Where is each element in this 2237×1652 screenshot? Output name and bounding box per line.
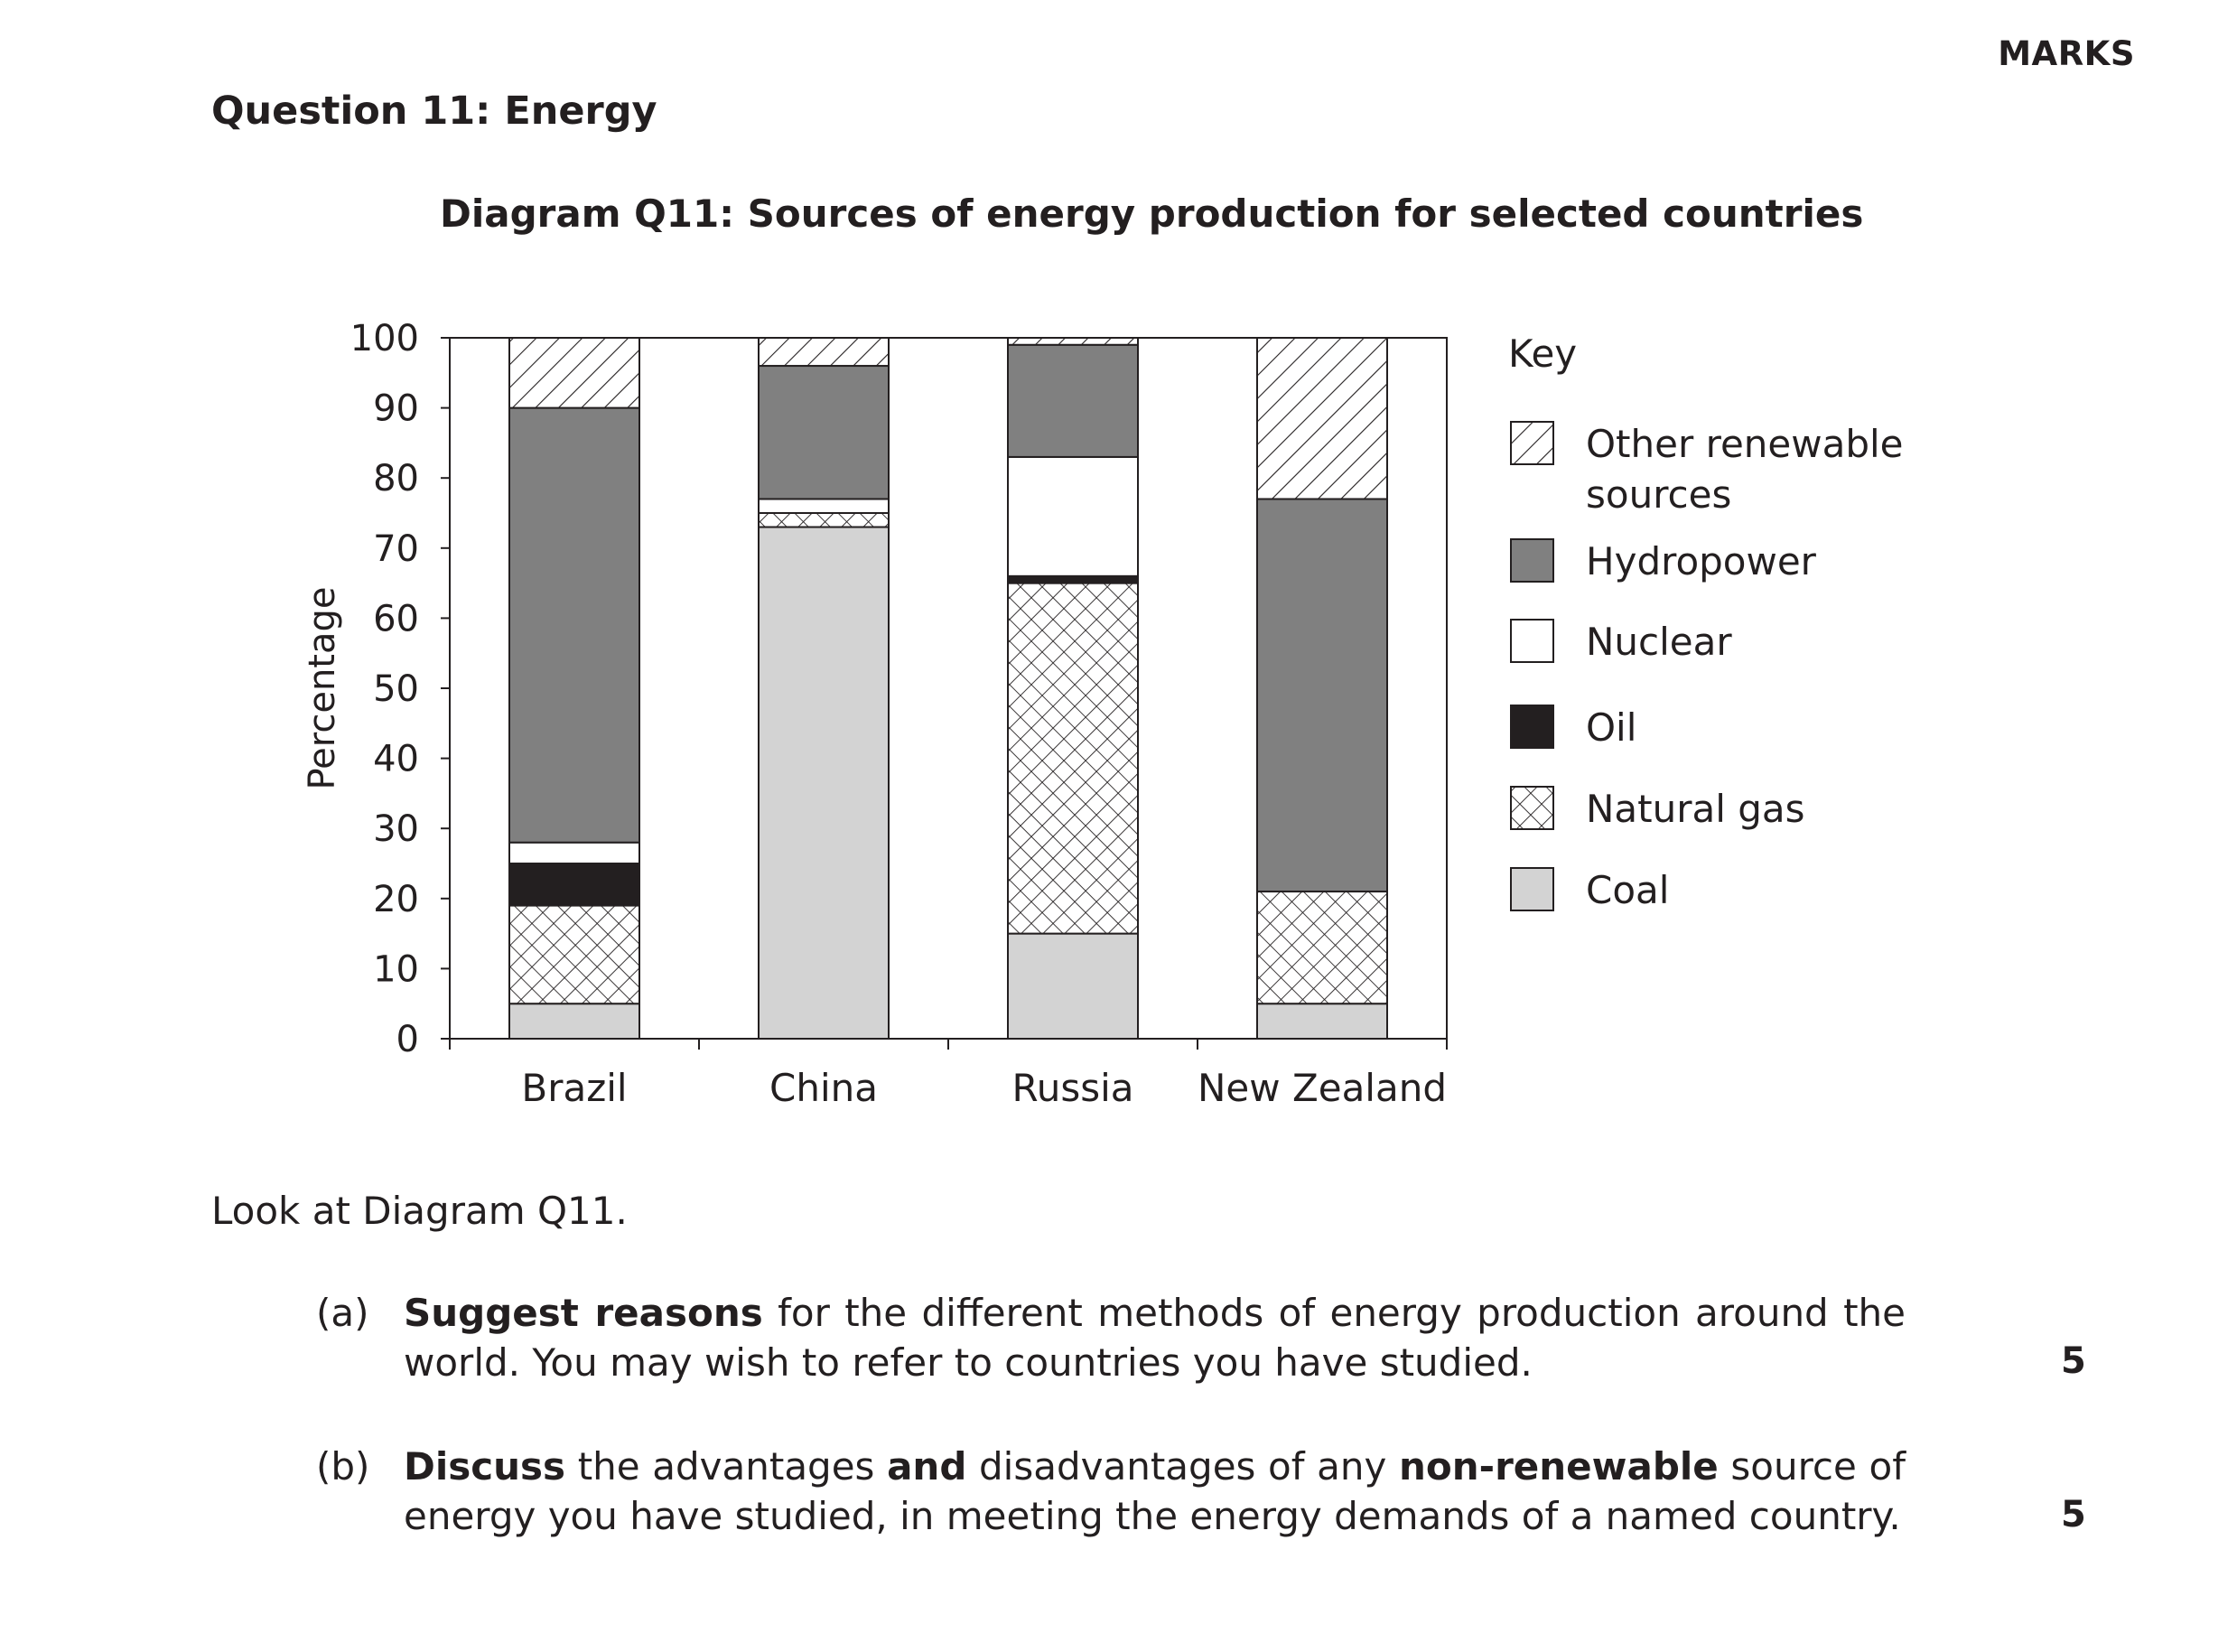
legend-title: Key (1508, 331, 1577, 376)
bar-segment-new-zealand-other-renewable-sources (1256, 337, 1388, 500)
part-a-line-1: Suggest reasons for the different method… (404, 1288, 1906, 1338)
y-tick-label: 0 (396, 1019, 419, 1060)
part-a-label: (a) (316, 1291, 369, 1335)
legend-label-natural-gas: Natural gas (1586, 787, 1805, 831)
y-axis-label: Percentage (302, 586, 343, 789)
x-tick-label: Brazil (521, 1066, 627, 1110)
y-tick-label: 70 (373, 528, 419, 570)
part-a-marks: 5 (2061, 1340, 2086, 1382)
legend-label-oil: Oil (1586, 705, 1636, 750)
legend-swatch-other-renewable-sources (1510, 421, 1554, 465)
bar-segment-brazil-natural-gas (508, 904, 640, 1005)
part-b-line-2: energy you have studied, in meeting the … (404, 1494, 1901, 1538)
legend-label-nuclear: Nuclear (1586, 620, 1732, 664)
part-a-text: for the different methods of energy prod… (762, 1291, 1906, 1335)
bar-segment-russia-natural-gas (1007, 582, 1139, 935)
legend-label-coal: Coal (1586, 868, 1669, 912)
y-tick-label: 30 (373, 808, 419, 850)
part-b-text-1: the advantages (565, 1444, 888, 1489)
question-title: Question 11: Energy (211, 89, 657, 134)
part-b-marks: 5 (2061, 1494, 2086, 1535)
stacked-bar-chart: 0 10 20 30 40 50 60 70 80 90 100 Percentage Brazil Ch… (302, 318, 1904, 1110)
legend-label-other-renewable-sources: sources (1586, 472, 1731, 517)
instruction-text: Look at Diagram Q11. (211, 1189, 628, 1233)
bar-segment-new-zealand-coal (1256, 1003, 1388, 1040)
part-a-line-2: world. You may wish to refer to countrie… (404, 1340, 1533, 1385)
bar-segment-russia-hydropower (1007, 343, 1139, 458)
part-b-command-word: Discuss (404, 1444, 566, 1489)
part-b-emphasis-and: and (887, 1444, 967, 1489)
bar-segment-brazil-other-renewable-sources (508, 337, 640, 409)
marks-column-header: MARKS (1998, 34, 2135, 73)
legend-swatch-natural-gas (1510, 786, 1554, 830)
bar-segment-russia-oil (1007, 574, 1139, 584)
x-tick-label: China (769, 1066, 878, 1110)
legend-swatch-coal (1510, 867, 1554, 911)
bar-segment-brazil-coal (508, 1003, 640, 1040)
bar-segment-brazil-nuclear (508, 841, 640, 864)
y-tick-label: 80 (373, 458, 419, 499)
legend-label-other-renewable-sources: Other renewable (1586, 422, 1904, 466)
bar-segment-russia-other-renewable-sources (1007, 337, 1139, 346)
bar-segment-china-natural-gas (758, 512, 890, 528)
bar-segment-china-other-renewable-sources (758, 337, 890, 368)
bar-segment-china-hydropower (758, 365, 890, 500)
bar-segment-russia-coal (1007, 932, 1139, 1040)
bar-segment-china-coal (758, 526, 890, 1040)
part-a-command-word: Suggest reasons (404, 1291, 763, 1335)
diagram-title: Diagram Q11: Sources of energy productio… (440, 191, 1864, 236)
bar-segment-china-nuclear (758, 498, 890, 514)
part-b-label: (b) (316, 1444, 370, 1489)
y-tick-label: 50 (373, 668, 419, 710)
part-b-line-1: Discuss the advantages and disadvantages… (404, 1442, 1906, 1491)
y-tick-label: 100 (350, 318, 419, 359)
legend-label-hydropower: Hydropower (1586, 539, 1817, 583)
bar-segment-new-zealand-hydropower (1256, 498, 1388, 893)
bar-segment-new-zealand-natural-gas (1256, 891, 1388, 1005)
bar-segment-brazil-hydropower (508, 406, 640, 844)
bar-segment-brazil-oil (508, 863, 640, 907)
x-tick-label: New Zealand (1198, 1066, 1447, 1110)
x-tick-label: Russia (1011, 1066, 1133, 1110)
part-b-emphasis-non-renewable: non-renewable (1399, 1444, 1719, 1489)
y-tick-label: 60 (373, 598, 419, 639)
legend-swatch-nuclear (1510, 619, 1554, 663)
part-b-text-2: disadvantages of any (966, 1444, 1399, 1489)
legend-swatch-hydropower (1510, 538, 1554, 583)
part-b-text-3: source of (1718, 1444, 1906, 1489)
legend-swatch-oil (1510, 705, 1554, 749)
y-tick-label: 10 (373, 948, 419, 990)
y-tick-label: 40 (373, 739, 419, 780)
y-tick-label: 20 (373, 879, 419, 920)
y-tick-label: 90 (373, 388, 419, 430)
bar-segment-russia-nuclear (1007, 455, 1139, 577)
